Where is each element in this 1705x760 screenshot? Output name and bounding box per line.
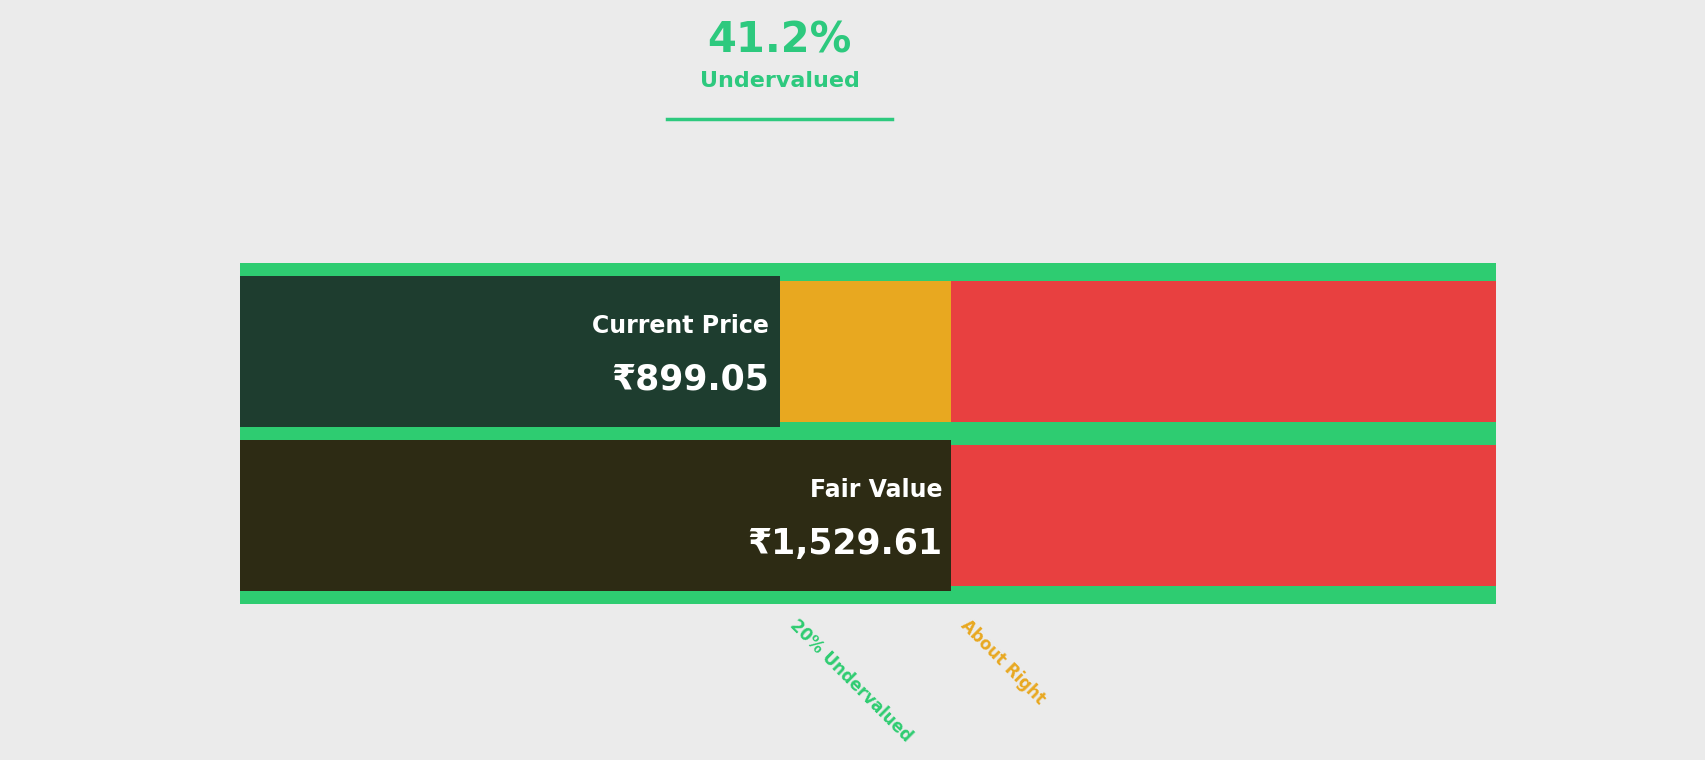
Bar bbox=[239, 445, 779, 586]
Bar bbox=[239, 439, 950, 591]
Bar bbox=[950, 281, 1495, 422]
Text: ₹899.05: ₹899.05 bbox=[610, 363, 769, 397]
Bar bbox=[239, 263, 1495, 281]
Text: ₹1,529.61: ₹1,529.61 bbox=[747, 527, 943, 561]
Bar bbox=[239, 276, 779, 427]
Text: Undervalued: Undervalued bbox=[699, 71, 859, 91]
Bar bbox=[239, 281, 779, 422]
Bar bbox=[950, 445, 1495, 586]
Bar bbox=[239, 422, 1495, 441]
Bar bbox=[779, 281, 950, 422]
Bar bbox=[239, 586, 1495, 604]
Text: Fair Value: Fair Value bbox=[810, 478, 943, 502]
Bar bbox=[239, 426, 1495, 445]
Text: 20% Undervalued: 20% Undervalued bbox=[786, 616, 916, 746]
Text: Current Price: Current Price bbox=[592, 315, 769, 338]
Text: About Right: About Right bbox=[957, 616, 1049, 708]
Text: 41.2%: 41.2% bbox=[708, 19, 851, 62]
Bar bbox=[779, 445, 950, 586]
